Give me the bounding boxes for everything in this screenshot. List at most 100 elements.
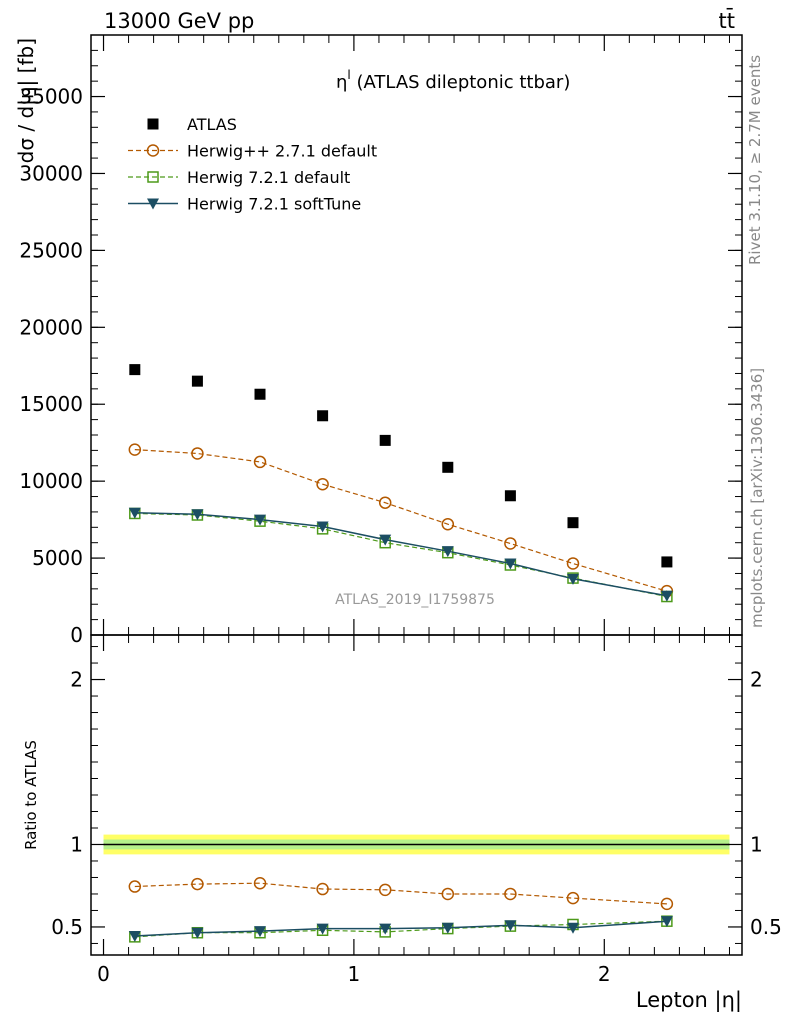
data-point (253, 455, 267, 469)
data-point (316, 521, 329, 533)
series-herwig-7-2-1-softtune (128, 507, 673, 602)
data-point (442, 461, 454, 473)
main-series (128, 364, 674, 603)
main-y-ticks: 0 5000 10000 15000 20000 25000 30000 35000 (19, 34, 742, 647)
main-title-superscript: l (347, 68, 350, 82)
ratio-point (504, 920, 517, 932)
ratio-point (566, 891, 580, 905)
ratio-y-axis-label: Ratio to ATLAS (22, 740, 40, 850)
y-tick-label: 0 (70, 623, 83, 647)
data-point (128, 507, 141, 519)
data-point (566, 573, 579, 585)
x-tick-label: 2 (598, 962, 611, 986)
ratio-point (441, 887, 455, 901)
rivet-label: Rivet 3.1.10, ≥ 2.7M events (746, 55, 764, 265)
y-tick-label: 15000 (19, 392, 83, 416)
series-herwig-7-2-1-default (129, 507, 673, 603)
data-point (254, 514, 267, 526)
legend-marker (147, 171, 159, 183)
ratio-point (191, 877, 204, 891)
legend-marker (146, 144, 160, 157)
y-tick-label: 0.5 (51, 915, 83, 939)
data-point (504, 537, 517, 550)
series-line (134, 512, 668, 598)
ratio-point (660, 916, 673, 928)
data-point (504, 490, 516, 502)
ratio-series-herwig-7-2-1-softtune (128, 916, 673, 943)
legend-label: Herwig 7.2.1 default (187, 168, 350, 187)
data-point (379, 434, 391, 446)
process-label: tt̄ (719, 8, 735, 33)
ratio-series (128, 876, 674, 943)
main-panel: 0 5000 10000 15000 20000 25000 30000 35000 dσ /… (14, 34, 743, 647)
y-tick-label: 30000 (19, 161, 83, 185)
data-point (441, 517, 455, 531)
y-tick-label: 10000 (19, 469, 83, 493)
ratio-y-ticks: 0.5 0.5 1 1 2 2 (51, 646, 782, 944)
x-tick-label: 1 (348, 962, 361, 986)
legend-marker (147, 118, 159, 130)
data-point (191, 509, 204, 521)
data-point (441, 546, 454, 558)
ratio-point (316, 882, 329, 896)
ratio-point (253, 876, 267, 890)
ratio-point (316, 923, 329, 935)
y-tick-label: 20000 (19, 315, 83, 339)
mcplots-label: mcplots.cern.ch [arXiv:1306.3436] (748, 368, 766, 628)
legend-label: Herwig++ 2.7.1 default (187, 142, 377, 161)
series-line (134, 449, 668, 592)
ratio-point (441, 922, 454, 934)
ratio-point (660, 897, 674, 911)
y-tick-label: 5000 (32, 546, 83, 570)
data-point (660, 590, 673, 602)
data-point (129, 364, 141, 376)
y-tick-label-right: 0.5 (750, 915, 782, 939)
x-axis-label: Lepton |η| (636, 988, 742, 1013)
ratio-point (566, 922, 579, 934)
legend-label: ATLAS (187, 115, 237, 134)
data-point (661, 556, 673, 568)
series-line (134, 511, 668, 597)
main-x-ticks (102, 35, 730, 635)
main-title-eta: η (336, 72, 347, 93)
series-herwig-2-7-1-default (128, 443, 674, 598)
main-title-rest: (ATLAS dileptonic ttbar) (351, 72, 571, 93)
main-y-axis-label: dσ / d|η| [fb] (14, 38, 38, 163)
data-point (567, 517, 579, 529)
legend-item-herwig-7-2-1-default: Herwig 7.2.1 default (128, 168, 350, 187)
ratio-point (254, 926, 267, 938)
data-point (504, 558, 517, 570)
y-tick-label-right: 1 (750, 832, 763, 856)
data-point (128, 443, 142, 456)
ratio-series-line (134, 882, 667, 905)
main-title: ηl (ATLAS dileptonic ttbar) (336, 68, 570, 93)
energy-label: 13000 GeV pp (104, 9, 254, 33)
series-atlas (129, 364, 673, 568)
ratio-point (504, 887, 517, 901)
ratio-point (378, 883, 392, 897)
legend-item-atlas: ATLAS (147, 115, 237, 134)
legend-marker (147, 198, 159, 210)
legend-item-herwig-2-7-1-default: Herwig++ 2.7.1 default (128, 142, 377, 161)
ratio-point (191, 927, 204, 939)
y-tick-label: 25000 (19, 238, 83, 262)
ratio-uncertainty-band (103, 834, 730, 855)
y-tick-label: 35000 (19, 85, 83, 109)
legend-item-herwig-7-2-1-softtune: Herwig 7.2.1 softTune (128, 195, 361, 214)
ratio-x-ticks: 0 1 2 (97, 635, 730, 986)
ratio-panel: 0.5 0.5 1 1 2 2 0 1 2 Ratio to ATLAS Lepton |η| (22, 634, 782, 1013)
data-point (378, 496, 392, 509)
legend: ATLAS Herwig++ 2.7.1 default Herwig 7.2.1 … (128, 115, 377, 214)
data-point (191, 375, 203, 387)
ratio-point (128, 880, 142, 893)
data-point (254, 388, 266, 400)
analysis-id-label: ATLAS_2019_I1759875 (335, 592, 495, 608)
ratio-panel-frame (90, 634, 743, 956)
y-tick-label: 2 (70, 668, 83, 692)
ratio-point (128, 931, 141, 943)
ratio-series-herwig-2-7-1-default (128, 876, 674, 911)
data-point (566, 557, 580, 570)
data-point (317, 410, 329, 422)
data-point (379, 534, 392, 546)
